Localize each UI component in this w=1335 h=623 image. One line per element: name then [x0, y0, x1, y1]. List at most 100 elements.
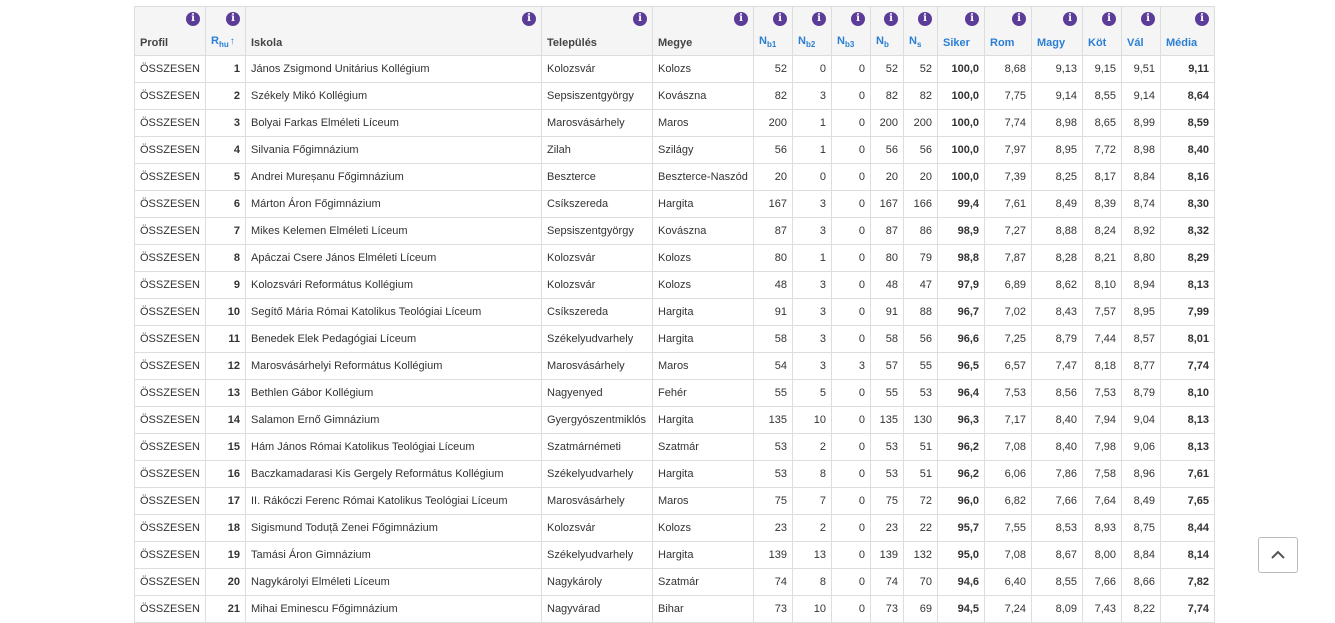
cell-media: 8,30: [1160, 190, 1215, 218]
column-header-val[interactable]: Vál i: [1121, 6, 1161, 56]
cell-rom: 7,24: [984, 595, 1032, 623]
cell-nb2: 3: [792, 352, 832, 380]
cell-county: Maros: [652, 487, 754, 515]
cell-val: 8,74: [1121, 190, 1161, 218]
info-icon[interactable]: i: [1102, 12, 1116, 26]
table-row: ÖSSZESEN 18 Sigismund Toduță Zenei Főgimná…: [134, 514, 1215, 542]
column-label: Vál: [1127, 37, 1144, 49]
cell-success: 94,5: [937, 595, 985, 623]
cell-success: 100,0: [937, 109, 985, 137]
cell-val: 8,57: [1121, 325, 1161, 353]
cell-magy: 8,09: [1031, 595, 1083, 623]
cell-nb1: 87: [753, 217, 793, 245]
cell-media: 9,11: [1160, 55, 1215, 83]
info-icon[interactable]: i: [884, 12, 898, 26]
info-icon[interactable]: i: [1195, 12, 1209, 26]
cell-nb2: 3: [792, 217, 832, 245]
info-icon[interactable]: i: [812, 12, 826, 26]
column-label: Köt: [1088, 37, 1107, 49]
info-icon[interactable]: i: [186, 12, 200, 26]
cell-nb2: 1: [792, 244, 832, 272]
cell-rank: 5: [205, 163, 246, 191]
cell-magy: 8,25: [1031, 163, 1083, 191]
info-icon[interactable]: i: [918, 12, 932, 26]
cell-rom: 6,89: [984, 271, 1032, 299]
cell-rom: 7,08: [984, 433, 1032, 461]
info-icon[interactable]: i: [773, 12, 787, 26]
cell-nb: 23: [870, 514, 904, 542]
info-icon[interactable]: i: [1012, 12, 1026, 26]
column-header-nb3[interactable]: Nb3 i: [831, 6, 871, 56]
cell-rank: 3: [205, 109, 246, 137]
back-to-top-button[interactable]: [1258, 537, 1298, 573]
cell-kot: 9,15: [1082, 55, 1122, 83]
cell-media: 8,44: [1160, 514, 1215, 542]
cell-city: Beszterce: [541, 163, 653, 191]
info-icon[interactable]: i: [965, 12, 979, 26]
column-header-siker[interactable]: Siker i: [937, 6, 985, 56]
cell-rom: 6,06: [984, 460, 1032, 488]
cell-school: Kolozsvári Református Kollégium: [245, 271, 542, 299]
column-header-kot[interactable]: Köt i: [1082, 6, 1122, 56]
cell-city: Zilah: [541, 136, 653, 164]
cell-profil: ÖSSZESEN: [134, 595, 206, 623]
column-header-nb2[interactable]: Nb2 i: [792, 6, 832, 56]
cell-kot: 8,65: [1082, 109, 1122, 137]
column-header-rom[interactable]: Rom i: [984, 6, 1032, 56]
info-icon[interactable]: i: [633, 12, 647, 26]
cell-county: Hargita: [652, 190, 754, 218]
cell-success: 94,6: [937, 568, 985, 596]
column-header-nb1[interactable]: Nb1 i: [753, 6, 793, 56]
cell-nb1: 139: [753, 541, 793, 569]
cell-success: 100,0: [937, 82, 985, 110]
column-header-rhu[interactable]: Rhu↑ i: [205, 6, 246, 56]
cell-nb2: 3: [792, 271, 832, 299]
info-icon[interactable]: i: [734, 12, 748, 26]
cell-city: Sepsiszentgyörgy: [541, 82, 653, 110]
column-header-magy[interactable]: Magy i: [1031, 6, 1083, 56]
cell-nb3: 0: [831, 433, 871, 461]
cell-magy: 8,95: [1031, 136, 1083, 164]
cell-rom: 6,57: [984, 352, 1032, 380]
table-row: ÖSSZESEN 19 Tamási Áron Gimnázium Székelyud…: [134, 541, 1215, 569]
cell-profil: ÖSSZESEN: [134, 379, 206, 407]
cell-media: 8,01: [1160, 325, 1215, 353]
cell-nb3: 0: [831, 217, 871, 245]
cell-county: Kovászna: [652, 82, 754, 110]
info-icon[interactable]: i: [522, 12, 536, 26]
cell-rom: 7,25: [984, 325, 1032, 353]
column-header-media[interactable]: Média i: [1160, 6, 1215, 56]
cell-nb2: 13: [792, 541, 832, 569]
cell-val: 9,04: [1121, 406, 1161, 434]
cell-county: Kolozs: [652, 244, 754, 272]
cell-profil: ÖSSZESEN: [134, 217, 206, 245]
cell-kot: 7,43: [1082, 595, 1122, 623]
cell-nb: 57: [870, 352, 904, 380]
info-icon[interactable]: i: [1063, 12, 1077, 26]
cell-media: 8,13: [1160, 433, 1215, 461]
cell-val: 8,66: [1121, 568, 1161, 596]
cell-nb: 48: [870, 271, 904, 299]
cell-success: 100,0: [937, 136, 985, 164]
cell-magy: 7,47: [1031, 352, 1083, 380]
info-icon[interactable]: i: [851, 12, 865, 26]
column-label: N: [876, 34, 884, 47]
cell-nb: 139: [870, 541, 904, 569]
table-row: ÖSSZESEN 6 Márton Áron Főgimnázium Csíkszer…: [134, 190, 1215, 218]
cell-county: Kolozs: [652, 271, 754, 299]
column-label: N: [909, 34, 917, 47]
info-icon[interactable]: i: [1141, 12, 1155, 26]
cell-success: 98,8: [937, 244, 985, 272]
column-header-nb[interactable]: Nb i: [870, 6, 904, 56]
cell-media: 7,74: [1160, 595, 1215, 623]
cell-nb2: 10: [792, 406, 832, 434]
info-icon[interactable]: i: [226, 12, 240, 26]
column-label: Siker: [943, 37, 970, 49]
header-row: Profil i Rhu↑ i Iskola i Település i Megye i Nb1 i N…: [134, 6, 1215, 56]
column-header-ns[interactable]: Ns i: [903, 6, 938, 56]
cell-nb2: 8: [792, 460, 832, 488]
cell-city: Marosvásárhely: [541, 487, 653, 515]
cell-nb1: 58: [753, 325, 793, 353]
cell-media: 8,13: [1160, 406, 1215, 434]
cell-success: 95,0: [937, 541, 985, 569]
